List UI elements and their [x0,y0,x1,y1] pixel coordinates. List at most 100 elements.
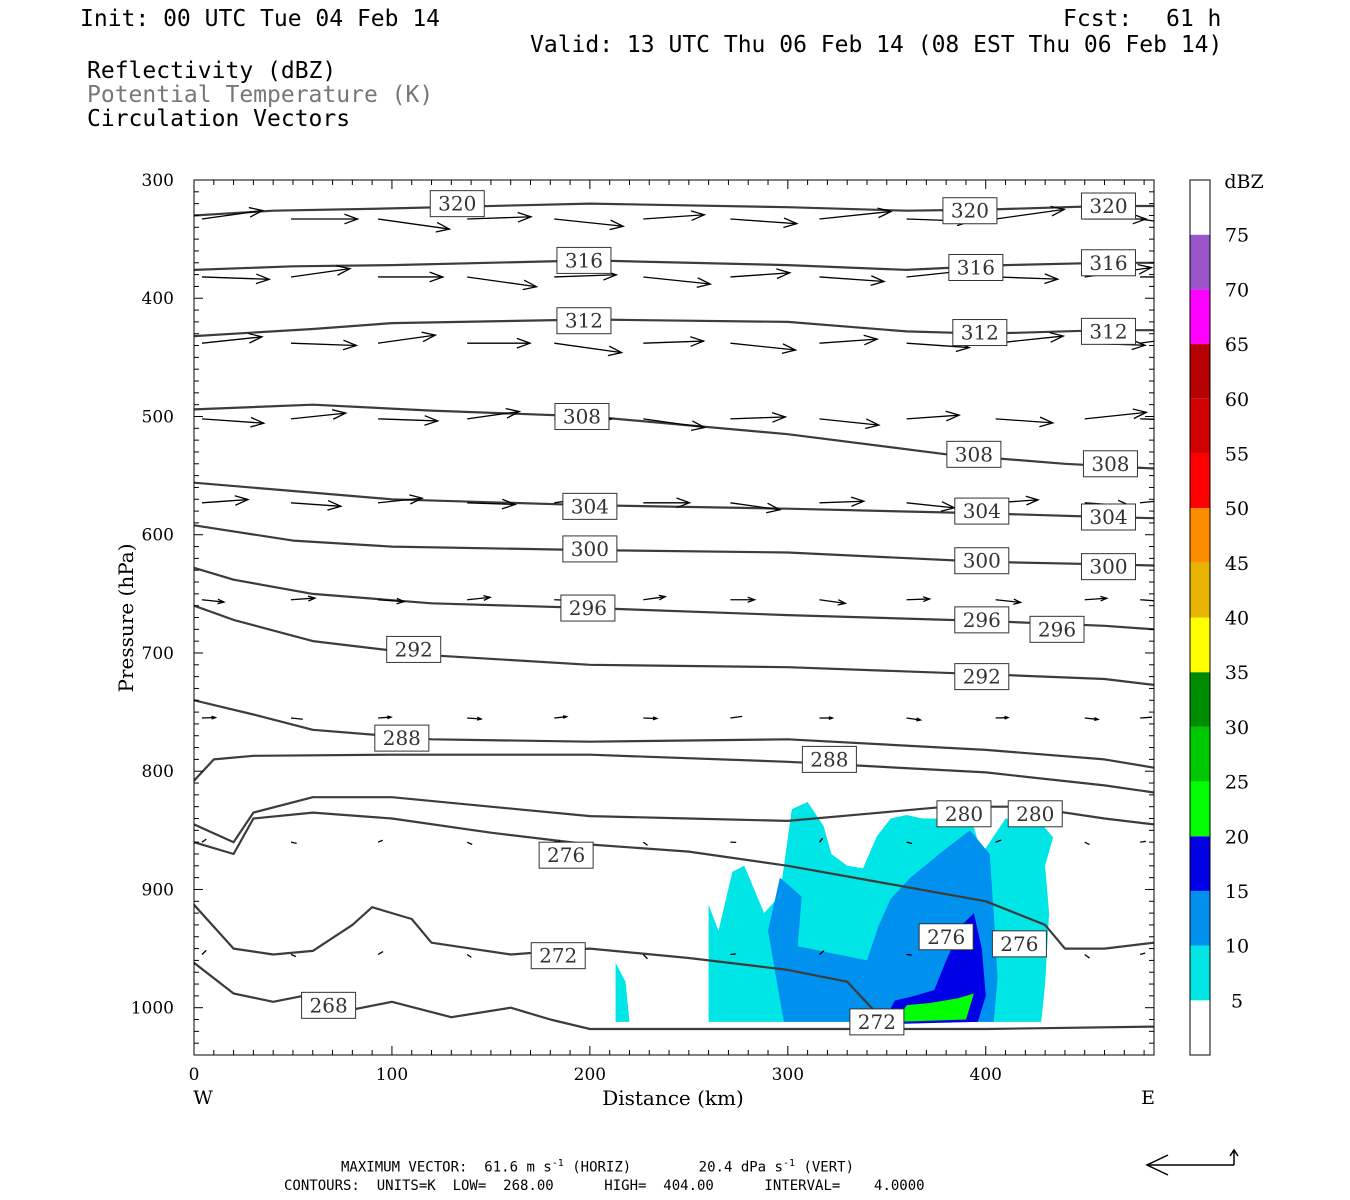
theta-label-box [942,197,998,225]
circulation-vector [643,594,668,601]
circulation-vector [995,273,1060,285]
vector-head [421,331,438,343]
theta-label-text: 276 [547,843,585,867]
circulation-vector [554,715,569,719]
circulation-vector [819,334,880,346]
circulation-vector [377,839,384,843]
vector-head [1049,332,1066,343]
theta-label-box [386,635,442,663]
vector-shaft [1140,500,1154,504]
vector-shaft [819,418,879,426]
vector-head [863,334,880,346]
circulation-vector [554,342,624,357]
vector-head [1132,213,1148,225]
theta-contour-300 [194,524,1154,567]
vector-shaft [290,953,297,958]
vector-shaft [290,502,341,507]
vector-head [607,345,624,357]
circulation-vector [201,715,218,720]
vector-shaft [1140,418,1154,420]
vector-head [435,221,452,233]
theta-label-300: 300 [1080,553,1136,581]
theta-label-288: 288 [374,724,430,752]
theta-label-296: 296 [954,606,1010,634]
colorbar-segment [1190,344,1210,399]
circulation-vector [643,336,706,347]
circulation-vector [995,598,1023,605]
circulation-vector [1140,840,1146,843]
theta-label-text: 276 [1000,932,1038,956]
theta-label-304: 304 [954,497,1010,525]
vector-head [501,498,518,510]
colorbar-segment [1190,398,1210,454]
circulation-vector [467,211,533,223]
theta-label-276: 276 [991,930,1047,958]
vert-unit: (VERT) [803,1159,855,1176]
theta-label-272: 272 [530,942,586,970]
theta-label-text: 300 [571,537,609,561]
theta-label-box [560,594,616,622]
theta-label-text: 312 [1089,319,1127,343]
x-tick-label: 300 [772,1065,804,1085]
field-reflectivity: Reflectivity (dBZ) [87,58,337,84]
vector-shaft [819,950,825,955]
circulation-vector [1140,340,1154,344]
theta-label-box [530,942,586,970]
init-time: Init: 00 UTC Tue 04 Feb 14 [80,6,441,32]
vector-shaft [906,953,912,956]
vector-head [1025,495,1040,506]
circulation-vector [378,494,425,505]
circulation-vector [466,841,473,846]
theta-label-box [1007,800,1063,828]
circulation-vector [906,596,932,603]
circulation-vector [643,418,707,432]
vector-shaft [378,716,392,719]
circulation-vector [1084,717,1101,722]
circulation-vector [467,276,539,291]
vector-shaft [201,838,207,843]
vector-shaft [1140,599,1154,602]
theta-label-box [556,246,612,274]
vector-shaft [554,274,617,278]
theta-label-text: 280 [1016,802,1054,826]
vector-head [652,716,659,721]
vector-shaft [467,276,537,288]
vector-shaft [643,418,705,429]
vector-shaft [201,209,263,220]
circulation-vector [818,837,824,843]
theta-label-box [538,841,594,869]
vector-shaft [995,839,1002,843]
vector-shaft [643,214,705,220]
vector-shaft [1084,597,1107,601]
vector-shaft [1084,841,1090,846]
theta-label-text: 316 [1089,251,1127,275]
theta-label-box [954,606,1010,634]
vector-head [1050,205,1067,217]
vector-head [828,716,835,720]
colorbar-label: 10 [1225,936,1249,958]
circulation-vector [1139,952,1146,956]
vector-shaft [467,717,482,720]
vector-shaft [1084,953,1090,959]
vector-head [1137,264,1154,275]
vector-head [916,717,923,722]
circulation-vector [201,416,266,428]
colorbar-segment [1190,781,1210,837]
circulation-vector [201,838,207,843]
vector-head [522,279,539,291]
vector-head [837,599,848,606]
theta-label-box [1029,615,1085,643]
vector-shaft [377,950,384,956]
circulation-vector [1084,408,1149,420]
circulation-vector [906,953,912,956]
colorbar-label: 25 [1225,772,1249,794]
theta-label-box [374,724,430,752]
field-potential-temperature: Potential Temperature (K) [87,82,434,108]
y-tick-label: 700 [142,644,174,664]
theta-label-300: 300 [954,547,1010,575]
theta-label-316: 316 [1080,249,1136,277]
colorbar-label: 5 [1231,990,1243,1012]
colorbar-label: 50 [1225,498,1249,520]
colorbar-label: 75 [1225,225,1249,247]
